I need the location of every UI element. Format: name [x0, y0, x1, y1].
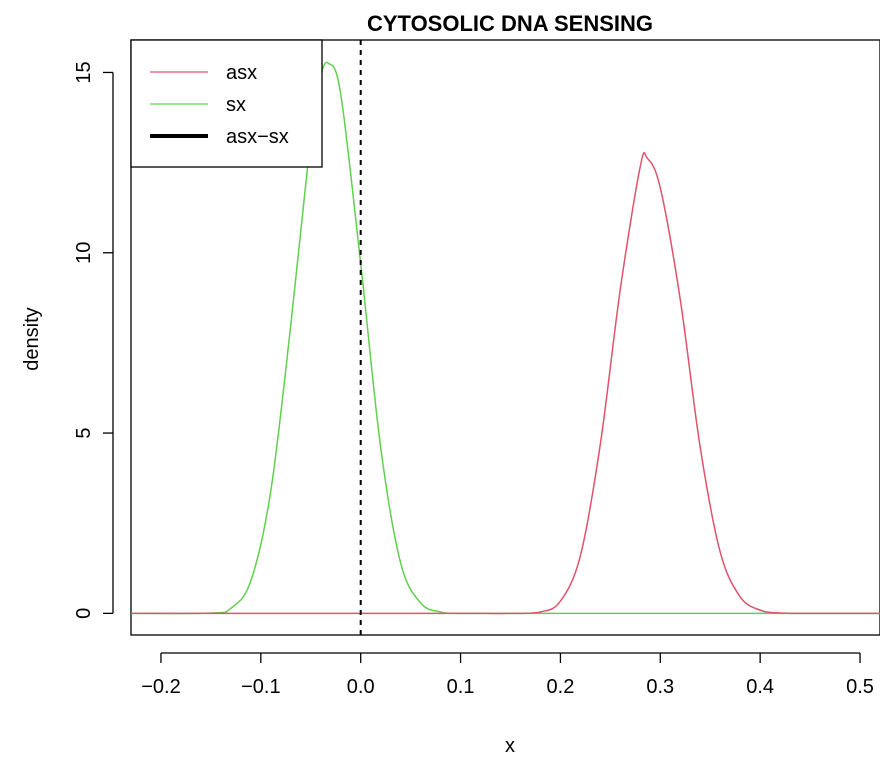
y-tick-label: 5 — [73, 427, 95, 438]
legend-label-sx: sx — [226, 94, 246, 116]
x-tick-label: 0.0 — [347, 676, 375, 698]
legend: asx sx asx−sx — [130, 39, 323, 168]
x-axis-label: x — [505, 735, 515, 757]
x-tick-label: 0.3 — [646, 676, 674, 698]
legend-label-asx: asx — [226, 62, 257, 84]
plot-area — [130, 40, 880, 635]
y-axis-label: density — [21, 307, 43, 370]
series-line-asx — [131, 151, 880, 615]
axes: −0.2 −0.1 0.0 0.1 0.2 0.3 0.4 0.5 0 5 10 15 — [73, 39, 880, 698]
x-tick-label: 0.4 — [746, 676, 774, 698]
x-tick-label: −0.2 — [141, 676, 180, 698]
y-tick-label: 10 — [73, 242, 95, 264]
y-tick-label: 0 — [73, 608, 95, 619]
plot-frame — [130, 39, 880, 636]
y-tick-label: 15 — [73, 61, 95, 83]
x-tick-label: −0.1 — [241, 676, 280, 698]
x-tick-label: 0.2 — [547, 676, 575, 698]
x-tick-label: 0.1 — [447, 676, 475, 698]
chart-title: CYTOSOLIC DNA SENSING — [367, 11, 653, 36]
x-tick-label: 0.5 — [846, 676, 874, 698]
legend-label-asx-minus-sx: asx−sx — [226, 126, 289, 148]
